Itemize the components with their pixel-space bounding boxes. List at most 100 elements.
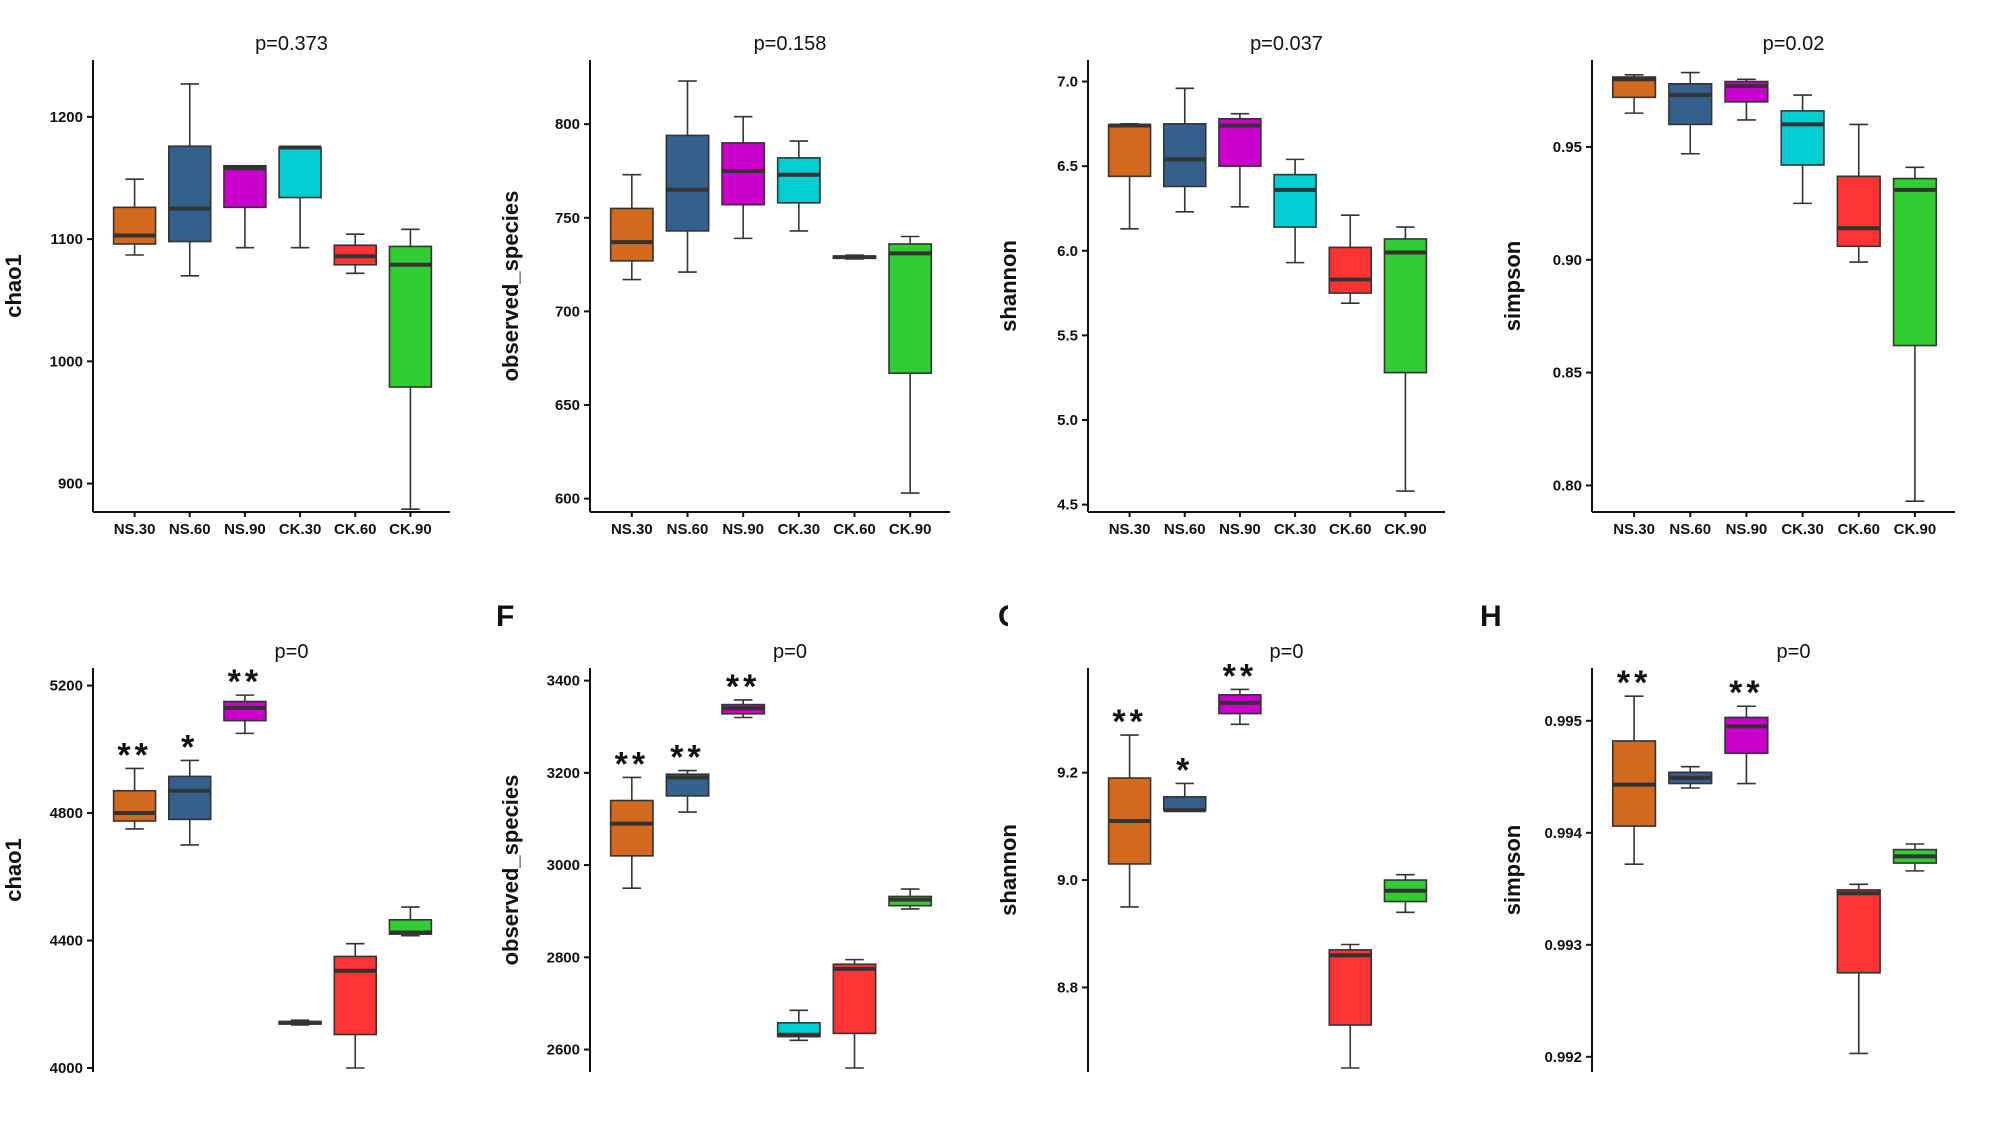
y-tick-label: 6.5	[1057, 158, 1078, 175]
box-ns60: *	[167, 728, 212, 846]
x-tick-label: NS.30	[1613, 521, 1655, 538]
x-tick-label: NS.30	[1109, 521, 1151, 538]
iqr-box	[1836, 175, 1881, 248]
box-ck30	[1273, 158, 1317, 264]
box-ck90	[1892, 843, 1938, 872]
p-value-label: p=0	[1270, 641, 1304, 663]
y-tick-label: 900	[58, 476, 83, 493]
panel-6: p=0 observed_species 2600 2800 3000 3200 3400 *…	[498, 641, 933, 1072]
y-tick-label: 600	[555, 491, 580, 508]
iqr-box	[1328, 949, 1373, 1026]
box-ck30	[776, 140, 821, 232]
significance-star: **	[228, 663, 262, 701]
significance-star: **	[1223, 657, 1257, 695]
box-ck30	[776, 1009, 821, 1042]
y-tick-label: 2800	[547, 949, 580, 966]
y-tick-label: 0.80	[1553, 477, 1582, 494]
y-tick-label: 0.993	[1544, 937, 1582, 954]
box-ns30	[1107, 123, 1152, 230]
box-ck90	[1383, 226, 1428, 492]
y-tick-label: 7.0	[1057, 74, 1078, 91]
x-tick-label: CK.30	[1781, 521, 1824, 538]
panel-8: p=0 simpson 0.992 0.993 0.994 0.995 ** **	[1500, 641, 1938, 1072]
box-ck60	[1328, 214, 1373, 305]
box-ns30	[1611, 73, 1657, 114]
p-value-label: p=0	[1777, 641, 1811, 663]
y-tick-label: 9.2	[1057, 765, 1078, 782]
iqr-box	[112, 206, 157, 245]
panel-1: p=0.373 chao1 900 1000 1100 1200 NS.30 NS.60 NS.…	[1, 33, 450, 538]
y-tick-label: 6.0	[1057, 243, 1078, 260]
box-ns90: **	[1724, 674, 1769, 785]
y-tick-label: 1200	[50, 109, 83, 126]
y-tick-label: 4000	[50, 1060, 83, 1077]
box-ck60	[1328, 943, 1373, 1069]
iqr-box	[1383, 238, 1428, 374]
x-tick-label: NS.90	[722, 521, 764, 538]
iqr-box	[167, 145, 212, 243]
box-ns90	[1218, 112, 1262, 208]
p-value-label: p=0	[275, 641, 309, 663]
iqr-box	[223, 700, 267, 722]
x-tick-label: NS.30	[611, 521, 653, 538]
panel-4: p=0.02 simpson 0.80 0.85 0.90 0.95 NS.30 NS.60 N…	[1500, 33, 1955, 538]
x-tick-label: NS.60	[1164, 521, 1206, 538]
panel-2: p=0.158 observed_species 600 650 700 750 800 NS…	[498, 33, 950, 538]
y-axis-label: simpson	[1500, 825, 1525, 915]
box-ck30	[278, 1019, 322, 1026]
x-tick-label: CK.60	[334, 521, 377, 538]
box-ck30	[1780, 94, 1825, 205]
box-ns90	[721, 115, 766, 240]
panel-letter-f: F	[496, 600, 514, 633]
box-ck60	[1836, 883, 1881, 1055]
iqr-box	[609, 799, 654, 857]
y-tick-label: 9.0	[1057, 872, 1078, 889]
x-tick-label: CK.90	[1894, 521, 1937, 538]
x-tick-label: CK.30	[279, 521, 322, 538]
x-tick-label: NS.90	[224, 521, 266, 538]
box-ns90	[223, 164, 267, 249]
y-axis-label: chao1	[1, 838, 26, 902]
box-ns60	[1668, 765, 1713, 789]
y-tick-label: 750	[555, 210, 580, 227]
p-value-label: p=0.037	[1250, 33, 1323, 55]
iqr-box	[1611, 76, 1657, 99]
iqr-box	[1162, 796, 1207, 812]
significance-star: **	[726, 668, 760, 706]
p-value-label: p=0.02	[1763, 33, 1825, 55]
x-tick-label: CK.90	[889, 521, 932, 538]
iqr-box	[112, 789, 157, 822]
iqr-box	[1107, 123, 1152, 178]
significance-star: **	[615, 745, 649, 783]
y-tick-label: 0.85	[1553, 365, 1582, 382]
y-tick-label: 4400	[50, 933, 83, 950]
box-ns60	[1162, 87, 1207, 213]
y-axis-label: chao1	[1, 254, 26, 318]
significance-star: **	[117, 736, 151, 774]
y-axis-label: observed_species	[498, 775, 523, 966]
iqr-box	[333, 955, 378, 1036]
y-tick-label: 1000	[50, 353, 83, 370]
iqr-box	[278, 146, 322, 199]
box-ns60: *	[1162, 751, 1207, 813]
y-tick-label: 3400	[547, 673, 580, 690]
iqr-box	[1162, 123, 1207, 188]
y-axis-label: shannon	[996, 824, 1021, 916]
y-tick-label: 800	[555, 116, 580, 133]
box-ns60	[1668, 71, 1713, 155]
p-value-label: p=0	[773, 641, 807, 663]
y-tick-label: 5200	[50, 678, 83, 695]
p-value-label: p=0.373	[255, 33, 328, 55]
box-ns30: **	[1611, 664, 1657, 865]
box-ns90: **	[721, 668, 766, 719]
iqr-box	[1780, 110, 1825, 166]
y-tick-label: 0.995	[1544, 713, 1582, 730]
box-ck60	[333, 942, 378, 1069]
significance-star: **	[1112, 703, 1146, 741]
iqr-box	[665, 134, 710, 232]
y-tick-label: 3200	[547, 765, 580, 782]
box-ck60	[832, 958, 877, 1069]
